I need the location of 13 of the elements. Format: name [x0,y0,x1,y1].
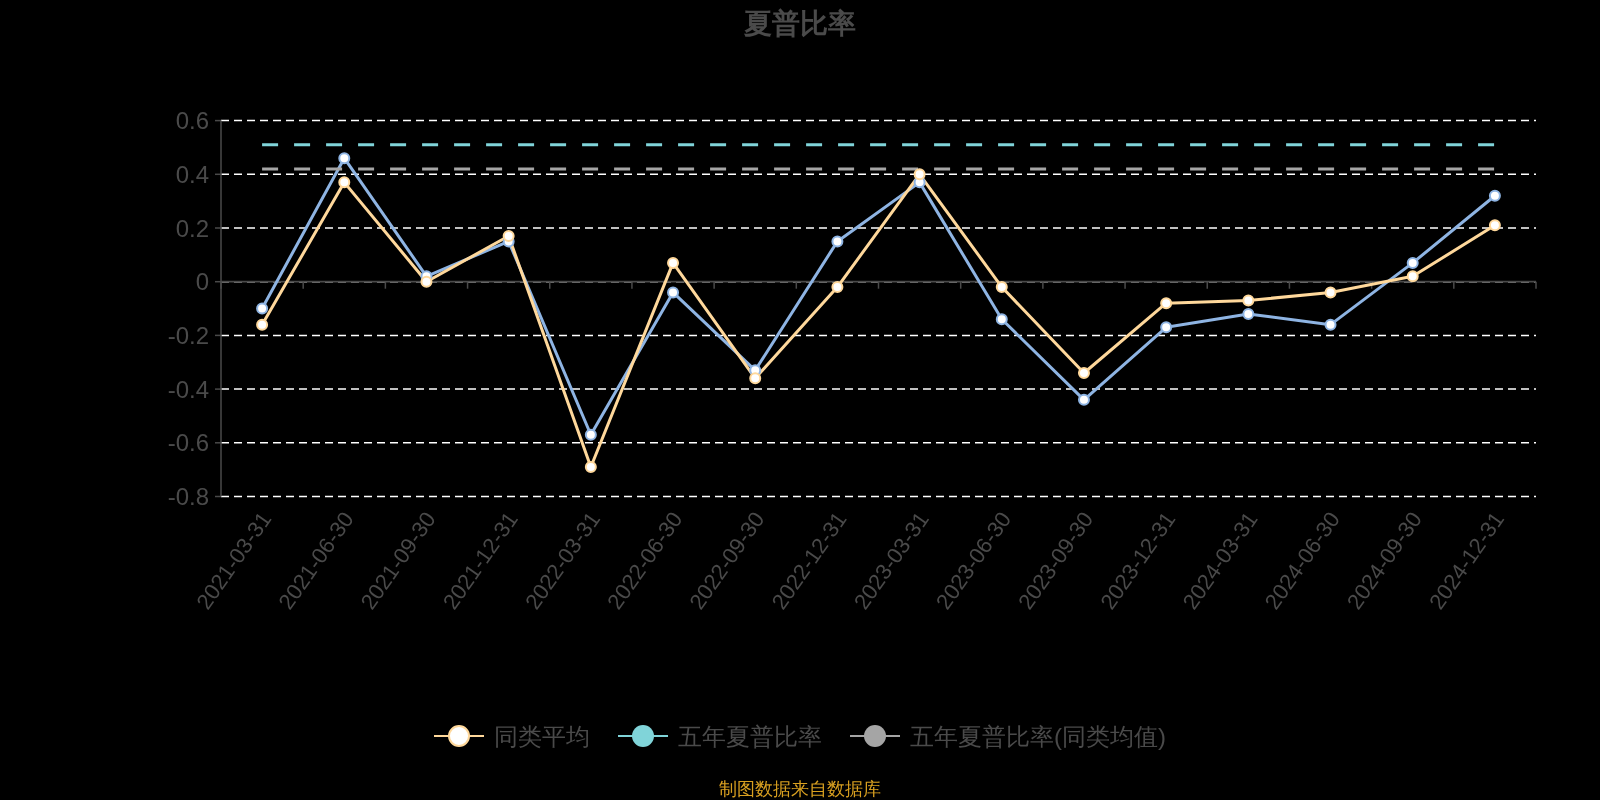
y-tick-label: -0.6 [167,429,209,457]
annotation: 制图数据来自数据库 [719,779,881,799]
y-tick-label: -0.8 [167,483,209,510]
y-tick-label: 0.4 [175,160,209,188]
y-tick-label: 0.6 [175,107,209,135]
legend-label: 五年夏普比率(同类均值) [910,722,1166,750]
title: 夏普比率 [744,7,856,39]
y-tick-label: -0.4 [167,375,209,403]
y-tick-label: 0.2 [175,214,209,242]
y-tick-label: -0.2 [167,321,209,349]
legend-label: 同类平均 [494,722,590,750]
legend-label: 五年夏普比率 [678,722,822,750]
y-tick-label: 0 [195,268,209,296]
